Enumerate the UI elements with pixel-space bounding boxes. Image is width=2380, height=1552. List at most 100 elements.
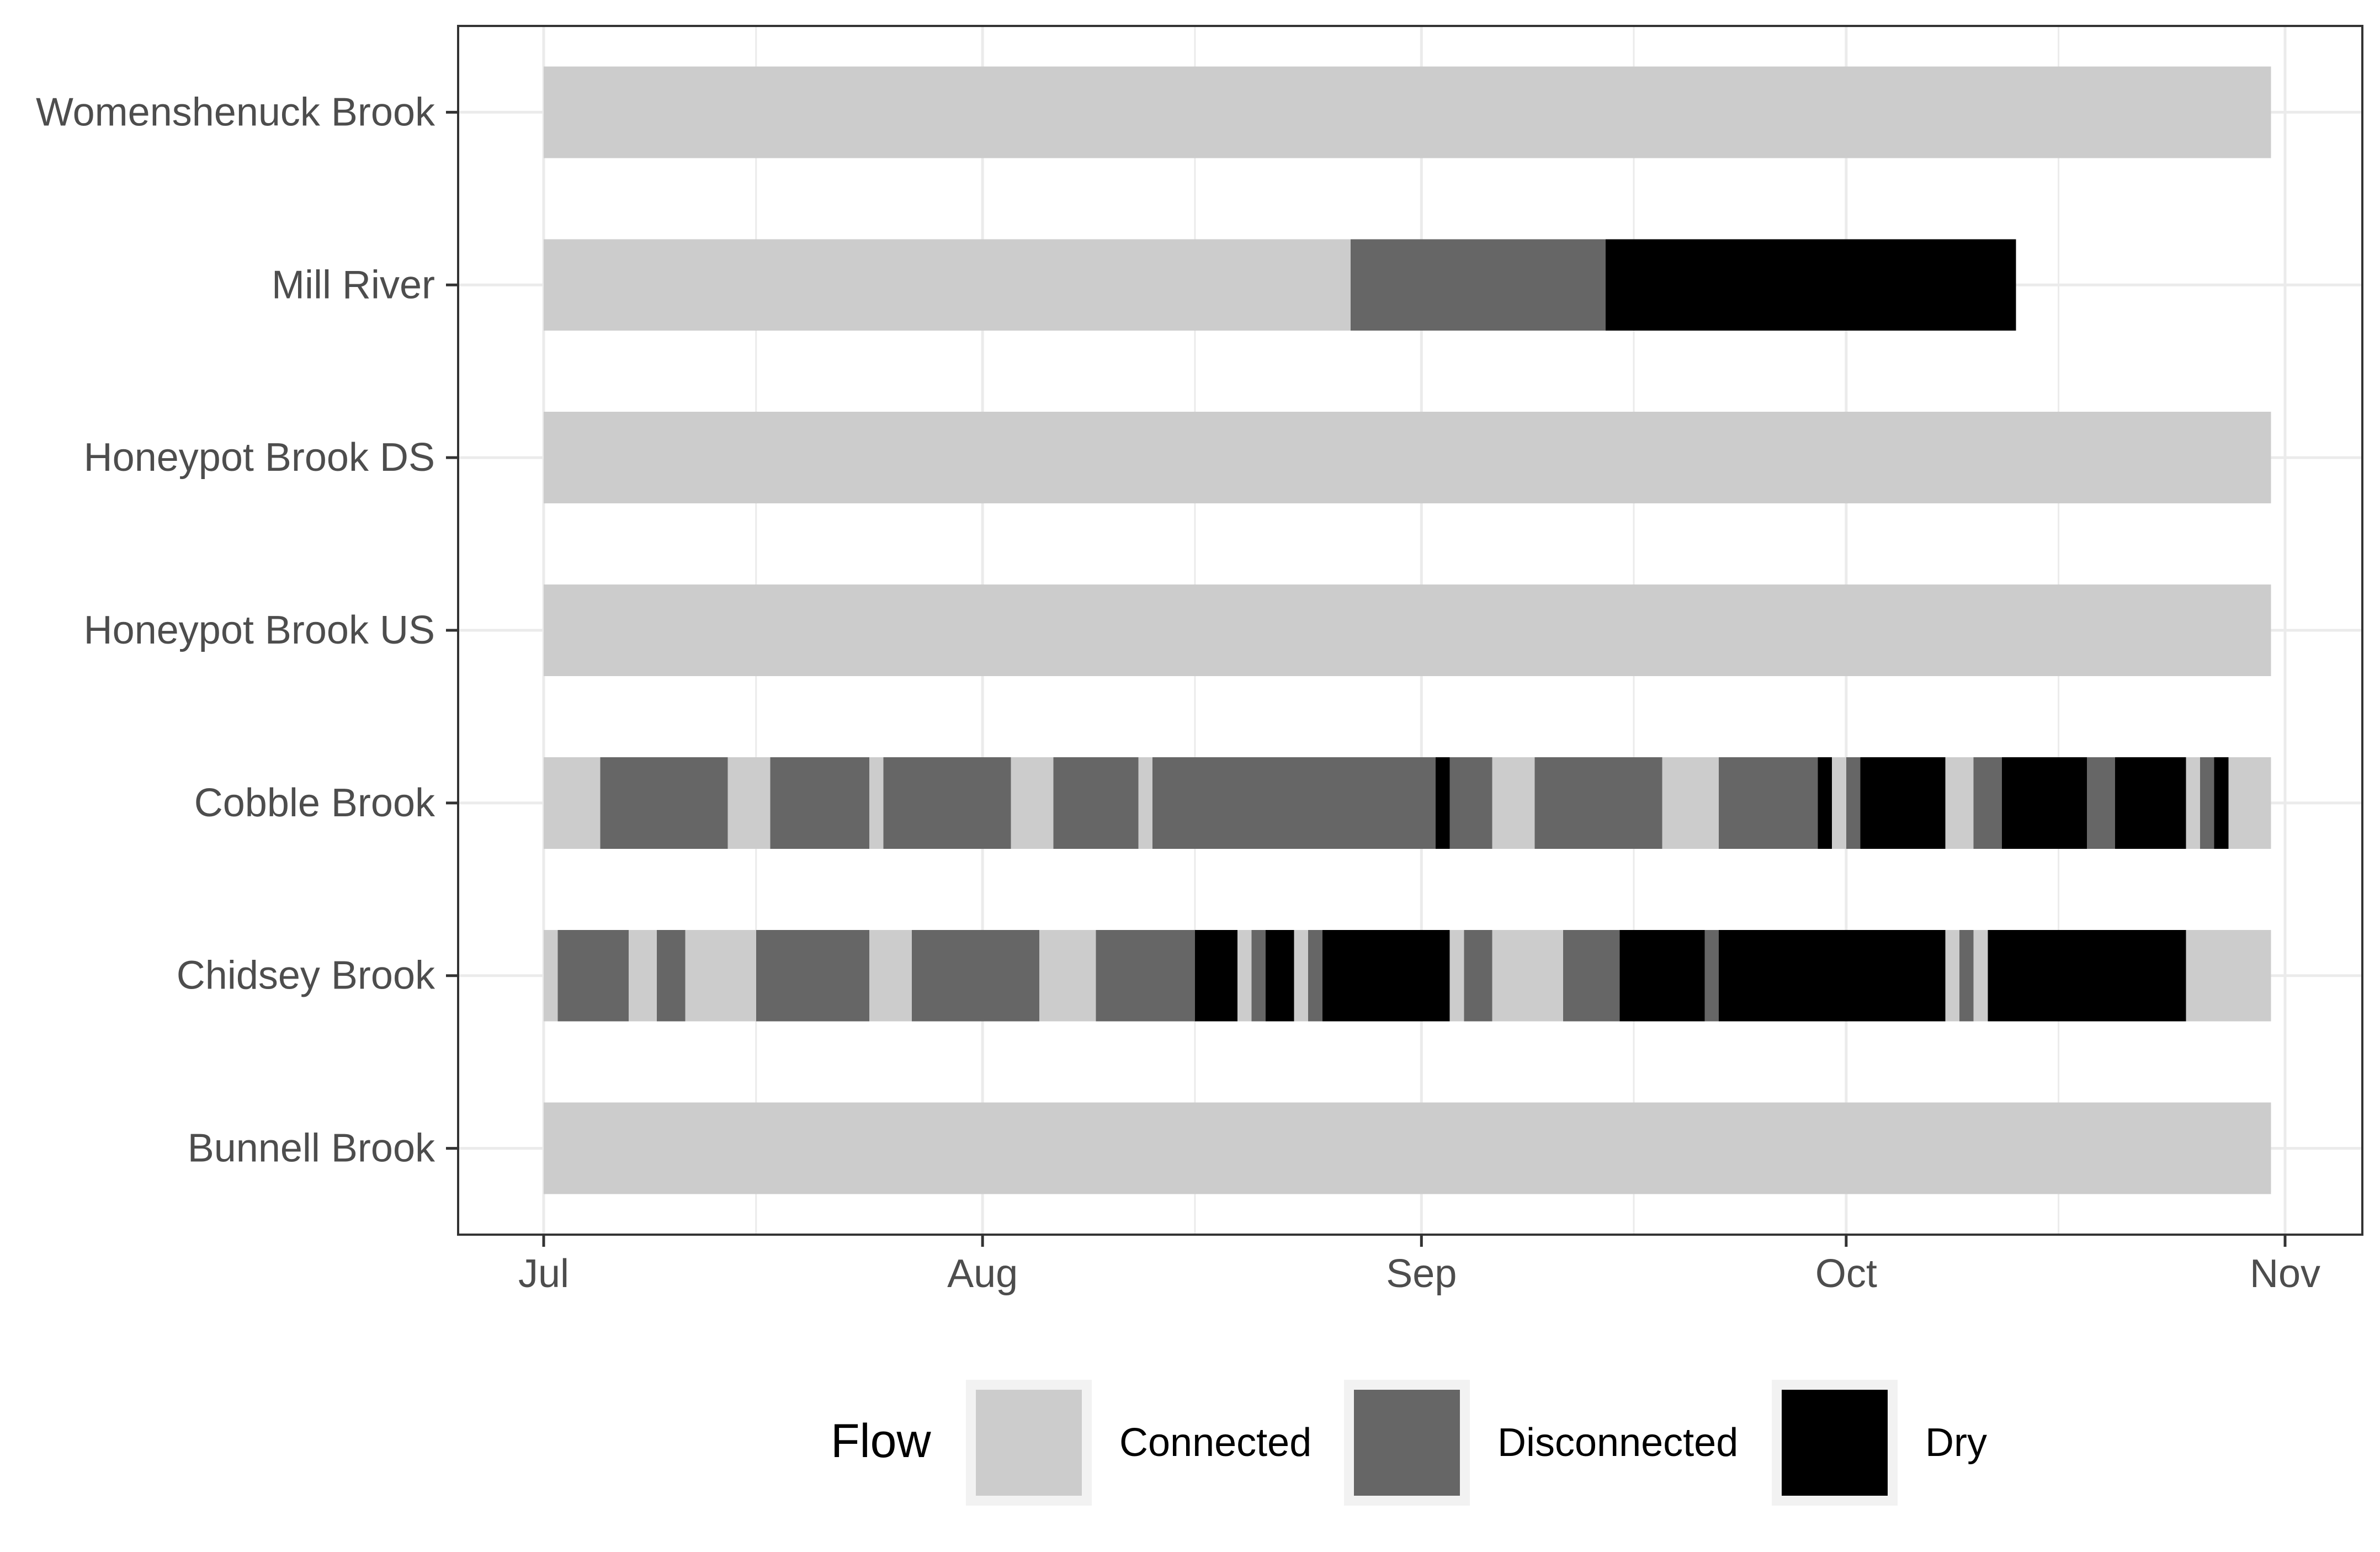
flow-segment-connected bbox=[544, 239, 1351, 331]
flow-segment-dry bbox=[1605, 239, 2016, 331]
series-honeypot-brook-us bbox=[544, 584, 2271, 676]
flow-segment-dry bbox=[2214, 757, 2229, 849]
x-tick-label: Nov bbox=[2250, 1252, 2320, 1296]
flow-segment-connected bbox=[1945, 757, 1974, 849]
legend-items: Connected Disconnected Dry bbox=[966, 1380, 1987, 1506]
flow-segment-disconnected bbox=[1449, 757, 1492, 849]
flow-segment-connected bbox=[2186, 929, 2271, 1022]
flow-segment-dry bbox=[1322, 929, 1450, 1022]
flow-segment-disconnected bbox=[1704, 929, 1719, 1022]
x-tick-label: Jul bbox=[518, 1252, 569, 1296]
flow-segment-connected bbox=[685, 929, 756, 1022]
flow-segment-disconnected bbox=[657, 929, 686, 1022]
flow-segment-connected bbox=[1945, 929, 1960, 1022]
flow-segment-disconnected bbox=[1846, 757, 1861, 849]
flow-segment-disconnected bbox=[1351, 239, 1606, 331]
y-tick-label: Honeypot Brook DS bbox=[84, 435, 435, 480]
series-chidsey-brook bbox=[544, 929, 2271, 1022]
flow-segment-connected bbox=[544, 1102, 2271, 1194]
flow-segment-disconnected bbox=[756, 929, 869, 1022]
y-tick-label: Bunnell Brook bbox=[188, 1126, 435, 1171]
flow-segment-dry bbox=[2115, 757, 2186, 849]
legend-label: Dry bbox=[1925, 1421, 1987, 1465]
legend-title: Flow bbox=[831, 1415, 931, 1468]
flow-segment-disconnected bbox=[1464, 929, 1492, 1022]
flow-segment-dry bbox=[1619, 929, 1705, 1022]
flow-segment-connected bbox=[544, 929, 558, 1022]
y-axis: Womenshenuck Brook Mill River Honeypot Bro… bbox=[36, 90, 458, 1171]
series-bunnell-brook bbox=[544, 1102, 2271, 1194]
flow-segment-connected bbox=[869, 757, 884, 849]
flow-segment-connected bbox=[544, 757, 601, 849]
flow-segment-connected bbox=[1492, 929, 1563, 1022]
flow-segment-disconnected bbox=[911, 929, 1039, 1022]
legend-key-swatch bbox=[1354, 1390, 1460, 1496]
flow-segment-disconnected bbox=[1096, 929, 1195, 1022]
legend-key-swatch bbox=[1782, 1390, 1888, 1496]
flow-segment-connected bbox=[2228, 757, 2271, 849]
flow-segment-connected bbox=[727, 757, 771, 849]
flow-segment-dry bbox=[1988, 929, 2186, 1022]
flow-segment-connected bbox=[1039, 929, 1096, 1022]
plot-panel bbox=[457, 25, 2363, 1236]
y-tick-label: Mill River bbox=[272, 263, 435, 307]
flow-segment-connected bbox=[1662, 757, 1719, 849]
flow-segment-connected bbox=[2186, 757, 2201, 849]
flow-segment-disconnected bbox=[770, 757, 869, 849]
flow-segment-connected bbox=[1294, 929, 1309, 1022]
flow-segment-connected bbox=[1011, 757, 1054, 849]
flow-segment-connected bbox=[628, 929, 657, 1022]
flow-segment-disconnected bbox=[1534, 757, 1662, 849]
y-tick-label: Cobble Brook bbox=[194, 781, 435, 825]
flow-segment-connected bbox=[869, 929, 912, 1022]
flow-segment-dry bbox=[1818, 757, 1832, 849]
flow-segment-dry bbox=[1718, 929, 1946, 1022]
x-tick-label: Sep bbox=[1386, 1252, 1457, 1296]
flow-segment-disconnected bbox=[1308, 929, 1322, 1022]
flow-segment-connected bbox=[544, 584, 2271, 676]
y-tick-label: Womenshenuck Brook bbox=[36, 90, 435, 134]
flow-segment-dry bbox=[1435, 757, 1450, 849]
flow-segment-disconnected bbox=[1563, 929, 1620, 1022]
series-mill-river bbox=[544, 239, 2016, 331]
series-womenshenuck-brook bbox=[544, 66, 2271, 158]
flow-segment-connected bbox=[1973, 929, 1988, 1022]
flow-segment-connected bbox=[1237, 929, 1252, 1022]
legend: Flow Connected Disconnected Dry bbox=[831, 1380, 1987, 1506]
series-cobble-brook bbox=[544, 757, 2271, 849]
legend-item-connected: Connected bbox=[966, 1380, 1311, 1506]
legend-label: Connected bbox=[1119, 1421, 1311, 1465]
flow-segment-connected bbox=[1138, 757, 1152, 849]
flow-segment-disconnected bbox=[883, 757, 1011, 849]
flow-segment-connected bbox=[544, 66, 2271, 158]
flow-segment-dry bbox=[2001, 757, 2087, 849]
x-axis: Jul Aug Sep Oct Nov bbox=[518, 1235, 2320, 1296]
flow-segment-disconnected bbox=[1959, 929, 1974, 1022]
flow-segment-disconnected bbox=[1973, 757, 2002, 849]
flow-segment-connected bbox=[544, 412, 2271, 504]
flow-segment-disconnected bbox=[1152, 757, 1436, 849]
flow-segment-disconnected bbox=[600, 757, 728, 849]
legend-label: Disconnected bbox=[1497, 1421, 1738, 1465]
x-tick-label: Aug bbox=[947, 1252, 1018, 1296]
legend-item-disconnected: Disconnected bbox=[1344, 1380, 1738, 1506]
x-tick-label: Oct bbox=[1815, 1252, 1877, 1296]
flow-segment-dry bbox=[1860, 757, 1946, 849]
flow-segment-dry bbox=[1266, 929, 1294, 1022]
flow-segment-connected bbox=[1492, 757, 1535, 849]
flow-segment-connected bbox=[1832, 757, 1846, 849]
legend-item-dry: Dry bbox=[1772, 1380, 1987, 1506]
flow-segment-disconnected bbox=[1718, 757, 1818, 849]
y-tick-label: Honeypot Brook US bbox=[84, 608, 435, 652]
flow-bars bbox=[544, 66, 2271, 1194]
flow-segment-dry bbox=[1194, 929, 1237, 1022]
series-honeypot-brook-ds bbox=[544, 412, 2271, 504]
legend-key-swatch bbox=[976, 1390, 1082, 1496]
flow-segment-disconnected bbox=[1053, 757, 1139, 849]
flow-segment-disconnected bbox=[557, 929, 629, 1022]
flow-segment-disconnected bbox=[1251, 929, 1266, 1022]
y-tick-label: Chidsey Brook bbox=[177, 954, 435, 998]
flow-segment-disconnected bbox=[2200, 757, 2214, 849]
flow-segment-disconnected bbox=[2086, 757, 2116, 849]
